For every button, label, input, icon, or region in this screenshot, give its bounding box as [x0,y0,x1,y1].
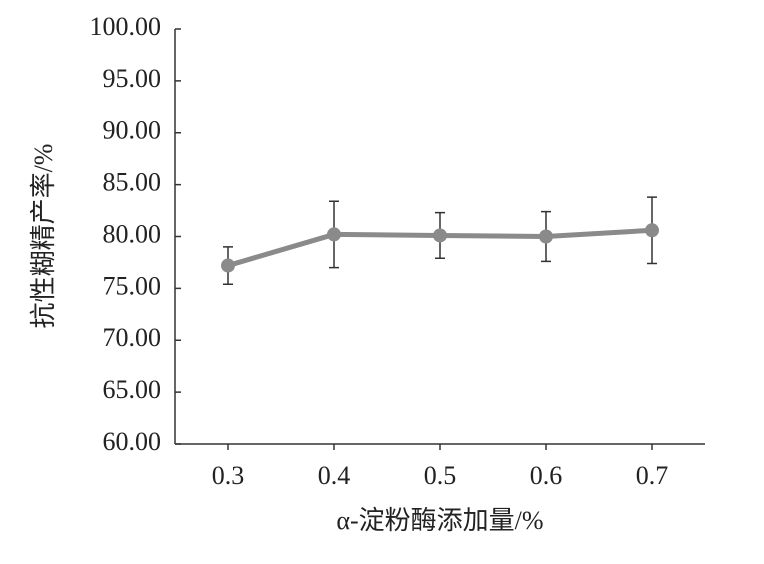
point [433,228,447,243]
y-axis-title: 抗性糊精产率/% [29,144,58,329]
y-tick-label: 80.00 [103,219,162,248]
point [221,258,235,273]
point [327,227,341,242]
x-axis-title: α-淀粉酶添加量/% [336,506,543,535]
x-tick-label: 0.7 [636,461,669,490]
x-tick-label: 0.4 [318,461,351,490]
point [539,229,553,244]
x-tick-label: 0.3 [212,461,245,490]
point [645,223,659,238]
x-tick-label: 0.5 [424,461,457,490]
y-tick-label: 65.00 [103,375,162,404]
y-tick-label: 95.00 [103,64,162,93]
x-tick-label: 0.6 [530,461,563,490]
y-tick-label: 85.00 [103,168,162,197]
y-tick-label: 70.00 [103,323,162,352]
y-tick-label: 75.00 [103,271,162,300]
y-tick-label: 60.00 [103,427,162,456]
y-tick-label: 100.00 [90,12,162,41]
y-tick-label: 90.00 [103,116,162,145]
